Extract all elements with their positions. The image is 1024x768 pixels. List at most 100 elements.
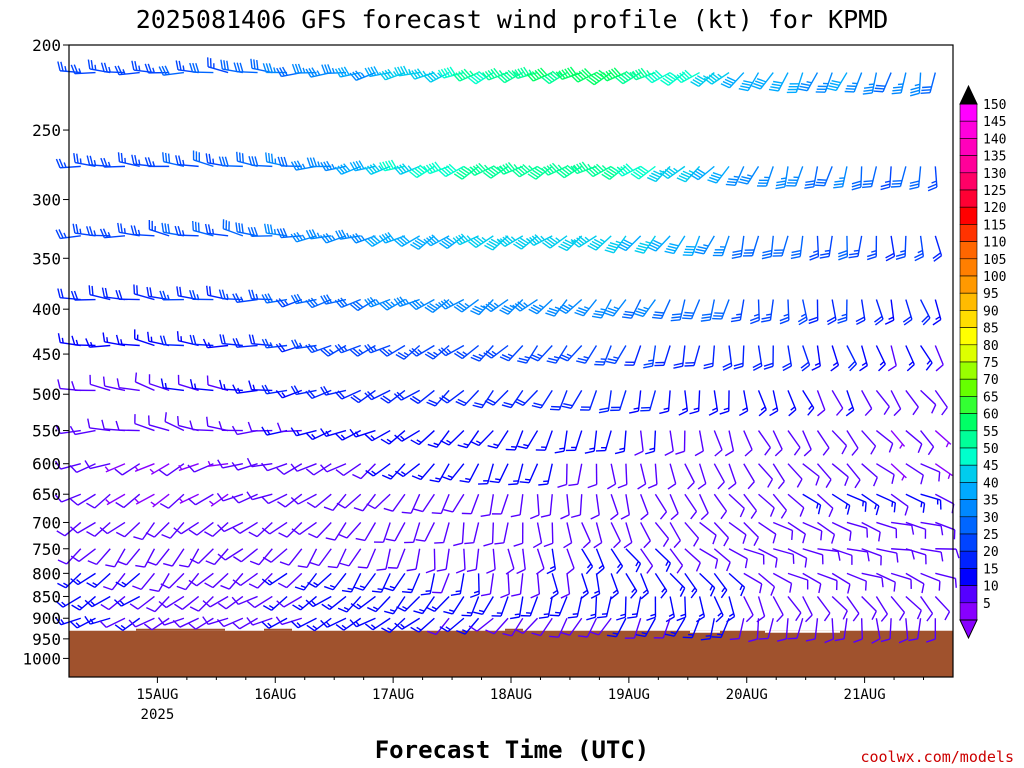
barb-feather — [426, 73, 434, 82]
barb-staff — [831, 390, 844, 409]
wind-barb — [364, 235, 391, 247]
wind-barb — [571, 235, 597, 248]
barb-feather — [608, 168, 618, 175]
barb-staff — [476, 617, 494, 632]
barb-feather — [117, 222, 120, 233]
barb-staff — [312, 429, 332, 441]
barb-staff — [772, 493, 787, 511]
barb-staff — [787, 430, 801, 448]
barb-feather — [147, 331, 150, 342]
barb-feather — [364, 433, 373, 442]
barb-feather — [409, 170, 418, 179]
barb-feather — [86, 155, 91, 165]
barb-staff — [816, 430, 830, 449]
barb-feather — [99, 620, 107, 628]
barb-feather — [217, 602, 227, 610]
barb-feather — [878, 363, 886, 372]
wind-barb — [134, 414, 155, 432]
barb-feather — [560, 631, 570, 636]
barb-feather — [598, 410, 609, 414]
barb-staff — [610, 573, 619, 594]
barb-staff — [549, 235, 568, 249]
barb-feather — [510, 514, 521, 518]
wind-barb — [262, 548, 288, 563]
wind-barb — [667, 463, 677, 490]
barb-feather — [293, 385, 300, 395]
barb-feather — [676, 177, 686, 183]
barb-feather — [940, 525, 944, 536]
barb-feather — [622, 164, 631, 173]
wind-barb — [549, 596, 568, 617]
wind-barb — [594, 345, 612, 366]
barb-feather — [408, 71, 416, 80]
barb-feather — [726, 561, 731, 572]
barb-feather — [609, 241, 620, 247]
credit-text[interactable]: coolwx.com/models — [860, 748, 1014, 766]
wind-barb — [526, 234, 553, 246]
barb-feather — [372, 235, 381, 243]
barb-staff — [236, 298, 258, 304]
barb-staff — [823, 166, 833, 186]
barb-feather — [561, 69, 569, 78]
barb-feather — [334, 344, 342, 354]
barb-feather — [382, 161, 389, 171]
barb-staff — [74, 429, 96, 436]
barb-half-feather — [813, 249, 819, 254]
barb-staff — [795, 72, 804, 93]
wind-barb — [920, 72, 936, 95]
barb-staff — [370, 298, 391, 308]
barb-feather — [453, 173, 463, 180]
wind-barb — [615, 70, 642, 85]
barb-staff — [581, 548, 594, 567]
barb-feather — [458, 169, 468, 177]
wind-barb — [703, 71, 730, 85]
barb-feather — [576, 237, 585, 245]
barb-feather — [694, 170, 704, 177]
wind-barb — [543, 522, 554, 548]
wind-barb — [409, 164, 435, 179]
barb-feather — [485, 170, 494, 178]
barb-staff — [579, 494, 583, 516]
barb-feather — [75, 224, 79, 234]
barb-feather — [322, 233, 330, 243]
colorbar-label: 40 — [983, 476, 999, 491]
barb-feather — [412, 241, 422, 248]
barb-feather — [628, 410, 639, 414]
wind-barb — [659, 390, 671, 415]
barb-feather — [232, 384, 238, 394]
barb-staff — [500, 493, 509, 515]
wind-barb — [55, 424, 81, 435]
barb-feather — [161, 222, 165, 233]
barb-feather — [511, 169, 520, 178]
barb-staff — [816, 345, 821, 367]
colorbar-label: 35 — [983, 494, 999, 509]
wind-barb — [610, 522, 621, 549]
barb-feather — [385, 538, 396, 542]
barb-half-feather — [138, 159, 141, 165]
wind-barb — [402, 573, 421, 594]
barb-staff — [920, 463, 940, 473]
barb-feather — [871, 638, 881, 644]
barb-staff — [655, 165, 671, 183]
barb-feather — [167, 153, 171, 164]
barb-feather — [135, 564, 145, 568]
barb-feather — [384, 610, 394, 615]
barb-feather — [679, 72, 688, 81]
barb-half-feather — [926, 359, 931, 365]
barb-feather — [70, 290, 76, 301]
wind-barb — [247, 226, 273, 237]
barb-staff — [529, 596, 539, 617]
barb-staff — [404, 595, 421, 612]
barb-feather — [671, 316, 681, 319]
barb-feather — [220, 59, 224, 70]
barb-feather — [470, 239, 479, 247]
barb-staff — [522, 389, 539, 406]
barb-feather — [706, 76, 715, 84]
barb-staff — [187, 548, 200, 568]
barb-staff — [667, 390, 671, 412]
barb-feather — [694, 251, 704, 255]
barb-feather — [772, 533, 777, 544]
barb-half-feather — [209, 500, 214, 506]
barb-feather — [233, 62, 238, 72]
wind-barb — [350, 298, 376, 312]
